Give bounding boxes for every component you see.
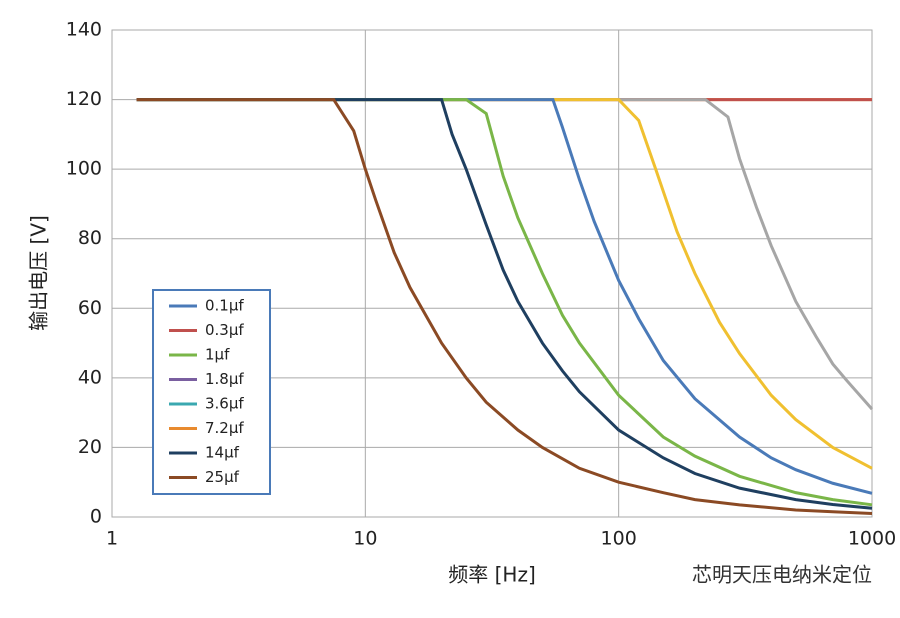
legend-label: 1.8μf — [205, 370, 244, 388]
y-tick-label: 0 — [90, 506, 102, 528]
y-axis-label: 输出电压 [V] — [27, 215, 51, 331]
y-tick-label: 120 — [66, 88, 102, 110]
x-tick-label: 10 — [353, 528, 377, 550]
series-line — [136, 98, 873, 510]
y-tick-label: 20 — [78, 436, 102, 458]
y-tick-label: 140 — [66, 19, 102, 41]
series-line — [136, 98, 873, 495]
x-tick-label: 100 — [601, 528, 637, 550]
series-line — [136, 98, 873, 516]
y-tick-label: 100 — [66, 158, 102, 180]
legend-box — [152, 289, 271, 495]
x-tick-label: 1 — [106, 528, 118, 550]
legend-label: 25μf — [205, 468, 240, 486]
legend-label: 1μf — [205, 346, 230, 364]
legend-label: 7.2μf — [205, 419, 244, 437]
legend-label: 14μf — [205, 444, 240, 462]
series-line — [136, 98, 874, 411]
y-tick-label: 60 — [78, 297, 102, 319]
x-axis-label: 频率 [Hz] — [448, 563, 536, 587]
legend-label: 3.6μf — [205, 395, 244, 413]
series-line — [136, 98, 873, 507]
y-tick-label: 80 — [78, 227, 102, 249]
legend-label: 0.1μf — [205, 297, 244, 315]
legend-label: 0.3μf — [205, 321, 244, 339]
watermark: 芯明天压电纳米定位 — [692, 563, 872, 587]
series-line — [136, 98, 873, 470]
x-tick-label: 1000 — [848, 528, 896, 550]
y-tick-label: 40 — [78, 366, 102, 388]
